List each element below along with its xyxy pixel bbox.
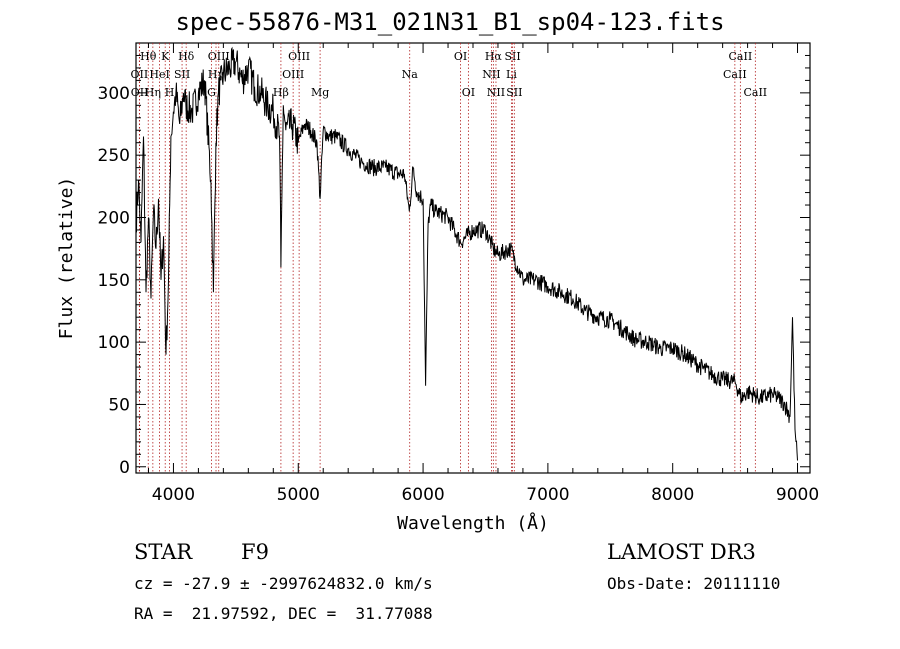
x-tick-label: 5000 (277, 485, 320, 505)
line-label: K (161, 50, 170, 63)
x-axis-label: Wavelength (Å) (397, 512, 549, 534)
y-tick-label: 250 (98, 146, 130, 166)
line-label: Mg (311, 86, 329, 99)
x-tick-label: 4000 (152, 485, 195, 505)
y-tick-label: 150 (98, 271, 130, 291)
line-label: OI (462, 86, 475, 99)
line-label: HeI (149, 68, 169, 81)
line-label: Hβ (273, 86, 289, 99)
object-subclass: F9 (241, 540, 269, 564)
line-label: SII (506, 86, 522, 99)
x-tick-label: 8000 (651, 485, 694, 505)
line-label: Li (506, 68, 517, 81)
line-label: Hδ (178, 50, 195, 63)
x-tick-label: 9000 (776, 485, 819, 505)
x-tick-label: 7000 (526, 485, 569, 505)
y-tick-label: 50 (108, 395, 130, 415)
line-label: Na (402, 68, 419, 81)
spectrum-line (135, 46, 798, 461)
line-label: SII (504, 50, 520, 63)
line-label: Hθ (140, 50, 157, 63)
line-label: OIII (282, 68, 304, 81)
line-label: OIII (288, 50, 310, 63)
line-label: CaII (729, 50, 753, 63)
line-label: OI (454, 50, 467, 63)
line-label: G (207, 86, 216, 99)
line-label: OIII (208, 50, 230, 63)
line-label: H (165, 86, 175, 99)
y-tick-label: 200 (98, 208, 130, 228)
x-tick-label: 6000 (401, 485, 444, 505)
y-tick-label: 300 (98, 84, 130, 104)
line-label: NII (487, 86, 505, 99)
y-tick-label: 0 (119, 458, 130, 478)
object-class: STAR (134, 540, 193, 564)
observation-date: Obs-Date: 20111110 (607, 574, 781, 593)
y-tick-label: 100 (98, 333, 130, 353)
line-label: NII (482, 68, 500, 81)
y-axis-label: Flux (relative) (56, 177, 77, 340)
line-label: CaII (723, 68, 747, 81)
chart-title: spec-55876-M31_021N31_B1_sp04-123.fits (175, 8, 725, 36)
line-label: CaII (743, 86, 767, 99)
line-label: SII (174, 68, 190, 81)
coordinates-line: RA = 21.97592, DEC = 31.77088 (134, 604, 433, 623)
line-label: Hα (485, 50, 503, 63)
line-label: Hη (145, 86, 161, 99)
redshift-line: cz = -27.9 ± -2997624832.0 km/s (134, 574, 433, 593)
survey-name: LAMOST DR3 (607, 540, 756, 564)
plot-frame (135, 42, 811, 474)
